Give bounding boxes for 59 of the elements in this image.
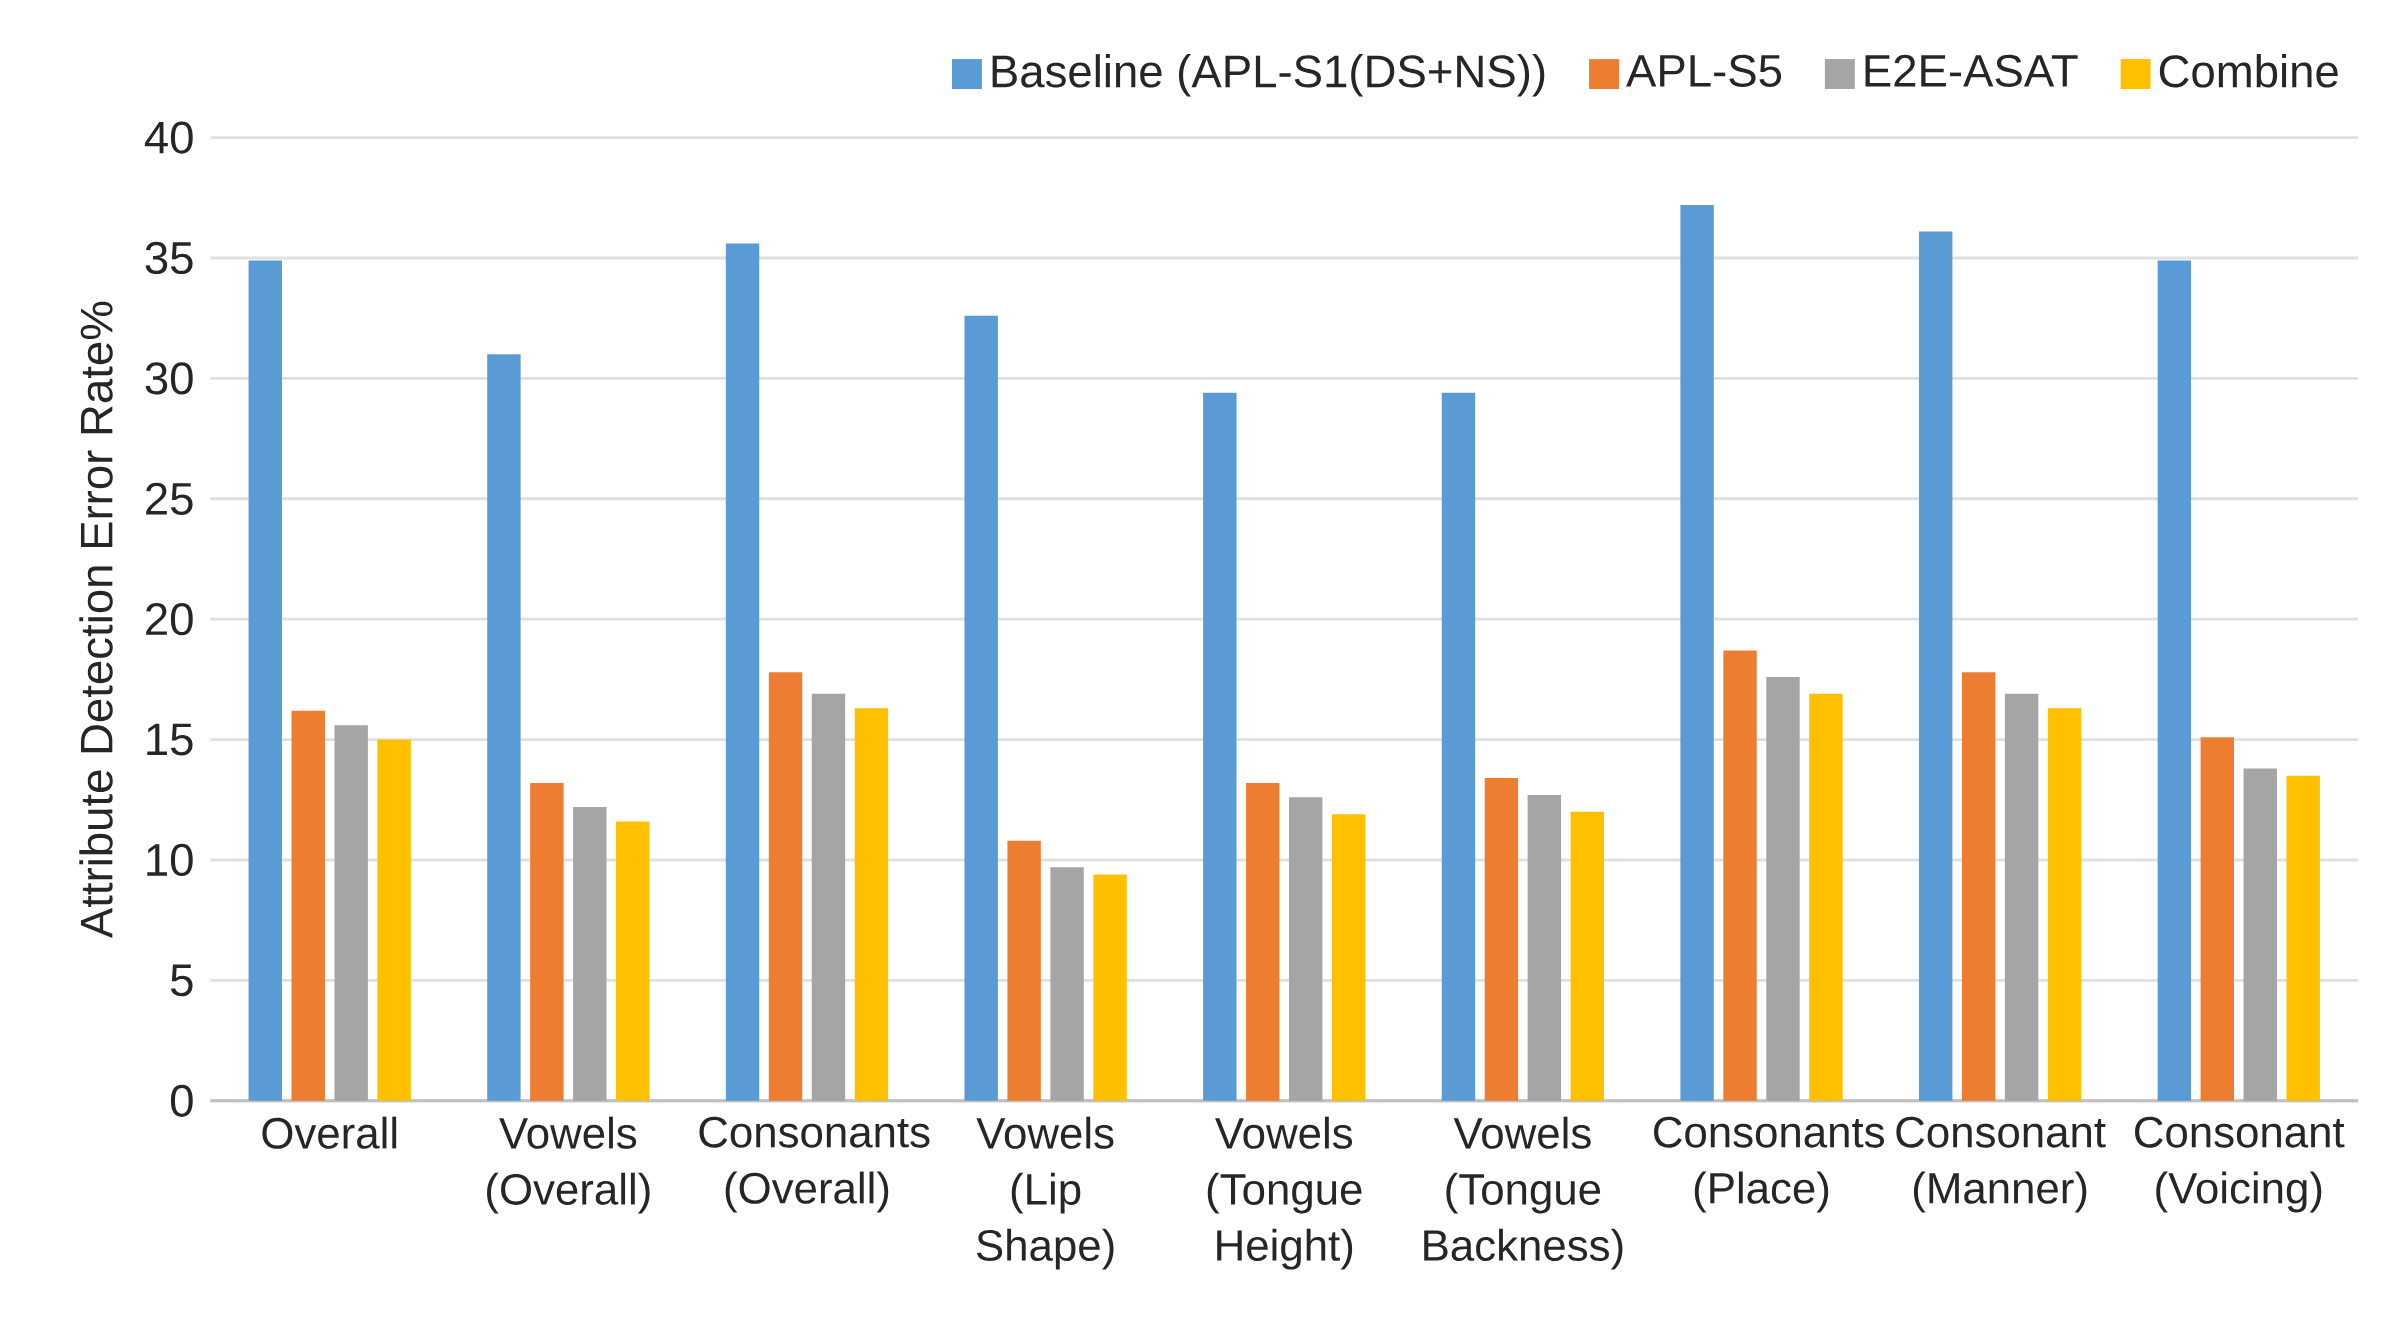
bar: [1050, 867, 1084, 1101]
legend-label: APL-S5: [1626, 54, 1782, 87]
bar: [2286, 775, 2320, 1101]
x-tick-label: Consonant (Manner): [1896, 1116, 2106, 1213]
bar: [1919, 231, 1953, 1101]
bar: [1093, 874, 1127, 1101]
bar: [725, 243, 760, 1101]
bar: [248, 260, 282, 1101]
bar: [1527, 794, 1562, 1101]
bar: [530, 782, 564, 1101]
x-tick-label: Vowels (Lip Shape): [976, 1116, 1114, 1270]
x-tick-label: Vowels (Overall): [487, 1116, 650, 1214]
legend-label: Combine: [2159, 54, 2338, 88]
y-tick-label: 15: [147, 723, 193, 756]
x-tick-label: Vowels (Tongue Backness): [1424, 1116, 1623, 1270]
bar: [1203, 392, 1237, 1101]
x-tick-label: Consonants (Overall): [699, 1116, 930, 1213]
bar: [377, 739, 411, 1101]
bar: [2243, 768, 2277, 1101]
bar: [1766, 676, 1800, 1101]
y-axis-title: Attribute Detection Error Rate%: [79, 301, 113, 939]
bar: [1289, 797, 1323, 1101]
bar: [1680, 204, 1714, 1101]
bar: [2004, 693, 2039, 1101]
bar: [1570, 811, 1605, 1101]
bar: [291, 710, 325, 1101]
bar: [2157, 260, 2192, 1101]
bar: [811, 693, 846, 1101]
y-tick-label: 5: [170, 964, 193, 997]
bar: [2047, 708, 2082, 1101]
bar: [487, 354, 521, 1101]
bar: [616, 821, 650, 1101]
bar: [1723, 650, 1757, 1101]
legend-label: E2E-ASAT: [1865, 54, 2078, 87]
y-tick-label: 25: [146, 482, 193, 515]
x-tick-label: Consonants (Place): [1654, 1116, 1884, 1213]
y-tick-label: 30: [145, 362, 193, 395]
bar: [2200, 737, 2234, 1101]
bar: [768, 672, 803, 1101]
y-tick-label: 40: [144, 121, 193, 154]
bar: [334, 725, 368, 1101]
bar: [964, 315, 998, 1101]
bar: [1331, 814, 1366, 1101]
y-tick-label: 10: [147, 843, 193, 877]
bar: [854, 708, 889, 1101]
bar: [1961, 672, 1996, 1101]
x-tick-label: Overall: [262, 1116, 397, 1149]
bar: [1484, 778, 1519, 1101]
bar: [573, 806, 607, 1101]
x-tick-label: Vowels (Tongue Height): [1207, 1116, 1362, 1270]
y-tick-label: 35: [145, 241, 193, 275]
y-tick-label: 20: [146, 602, 193, 636]
bar: [1441, 392, 1476, 1101]
y-tick-label: 0: [170, 1084, 193, 1117]
bar: [1809, 693, 1843, 1101]
x-tick-label: Consonant (Voicing): [2135, 1116, 2345, 1213]
bar: [1007, 840, 1041, 1101]
legend-label: Baseline (APL-S1(DS+NS)): [992, 54, 1545, 97]
bar: [1246, 782, 1280, 1101]
